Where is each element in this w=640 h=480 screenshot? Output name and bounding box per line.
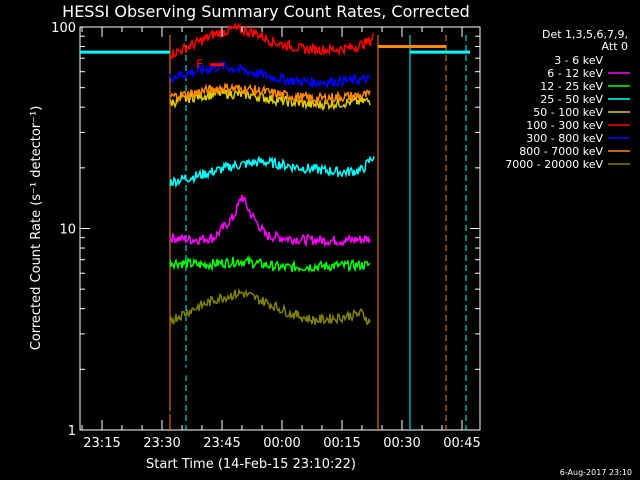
x-tick-label: 00:00 [263, 436, 300, 451]
x-tick-label: 00:15 [323, 436, 360, 451]
legend-header: Att 0 [602, 40, 628, 53]
series-line [169, 21, 375, 60]
series-line [169, 155, 375, 189]
y-axis-label: Corrected Count Rate (s⁻¹ detector⁻¹) [29, 106, 44, 351]
x-tick-label: 23:15 [83, 436, 120, 451]
series-line [169, 87, 371, 112]
series-line [169, 254, 371, 274]
x-axis-label: Start Time (14-Feb-15 23:10:22) [146, 457, 356, 472]
x-tick-label: 23:45 [203, 436, 240, 451]
x-tick-label: 23:30 [143, 436, 180, 451]
series-line [169, 280, 371, 415]
y-axis: 1 10 100 [51, 21, 480, 439]
series-lines [169, 21, 375, 415]
date-stamp: 6-Aug-2017 23:10 [560, 468, 632, 477]
legend-header: Det 1,3,5,6,7,9, [542, 28, 628, 41]
series-line [169, 194, 371, 248]
series-line [169, 287, 371, 326]
legend-entry: 25 - 50 keV [540, 93, 603, 106]
x-axis: 23:15 23:30 23:45 00:00 00:15 00:30 00:45 [81, 27, 481, 451]
legend-entry: 300 - 800 keV [526, 132, 603, 145]
flare-label: F [196, 58, 203, 72]
x-tick-label: 00:30 [383, 436, 420, 451]
legend-entry: 6 - 12 keV [547, 67, 603, 80]
flag-bars [80, 45, 470, 54]
legend-entry: 800 - 7000 keV [519, 145, 603, 158]
plot-area: F [79, 21, 481, 431]
legend-entry: 3 - 6 keV [554, 54, 603, 67]
legend-entry: 12 - 25 keV [540, 80, 603, 93]
x-tick-label: 00:45 [443, 436, 480, 451]
y-tick-label: 1 [68, 424, 76, 439]
chart-title: HESSI Observing Summary Count Rates, Cor… [62, 2, 470, 21]
series-line [169, 60, 371, 90]
series-line [169, 81, 371, 107]
flare-marker-group: F [196, 58, 224, 72]
legend-entry: 100 - 300 keV [526, 119, 603, 132]
y-tick-label: 100 [51, 21, 76, 36]
legend-entry: 50 - 100 keV [533, 106, 603, 119]
y-tick-label: 10 [59, 223, 76, 238]
legend-entry: 7000 - 20000 keV [505, 158, 603, 171]
